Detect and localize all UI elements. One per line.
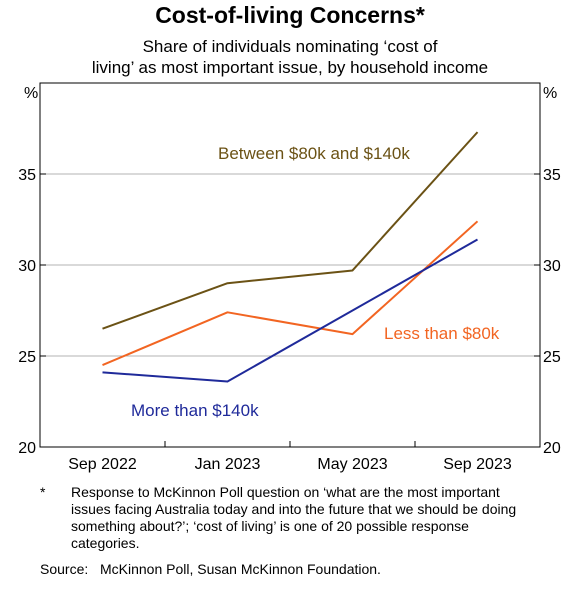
line-chart: 20 20 25 25 30 30 35 35 Sep 2022 Jan 2023 May 202… xyxy=(18,82,561,473)
subtitle-line-1: Share of individuals nominating ‘cost of xyxy=(142,37,438,56)
y-unit-left: % xyxy=(24,85,38,102)
source-text: McKinnon Poll, Susan McKinnon Foundation… xyxy=(100,561,381,577)
y-tick-label-right: 30 xyxy=(543,258,561,275)
series-label-80k-140k: Between $80k and $140k xyxy=(218,144,410,163)
series-label-less-80k: Less than $80k xyxy=(384,324,500,343)
y-tick-label-left: 35 xyxy=(18,167,36,184)
y-tick-label-right: 35 xyxy=(543,167,561,184)
y-tick-label-left: 20 xyxy=(18,440,36,457)
x-tick-label: Jan 2023 xyxy=(195,456,261,473)
series-label-more-140k: More than $140k xyxy=(131,401,259,420)
x-tick-label: Sep 2022 xyxy=(68,456,137,473)
source-label: Source: xyxy=(40,561,89,577)
chart-title: Cost-of-living Concerns* xyxy=(155,2,425,28)
series-line-1 xyxy=(102,220,479,367)
series-line-2 xyxy=(102,238,478,383)
series-line-0 xyxy=(102,131,479,330)
x-tick-label: Sep 2023 xyxy=(443,456,512,473)
subtitle-line-2: living’ as most important issue, by hous… xyxy=(91,58,489,77)
source-note: Source: McKinnon Poll, Susan McKinnon Fou… xyxy=(40,561,381,577)
y-tick-label-right: 25 xyxy=(543,349,561,366)
y-tick-label-left: 30 xyxy=(18,258,36,275)
footnote-text: Response to McKinnon Poll question on ‘w… xyxy=(71,484,517,551)
y-unit-right: % xyxy=(543,85,557,102)
footnote-marker: * xyxy=(40,484,46,500)
x-axis-ticks: Sep 2022 Jan 2023 May 2023 Sep 2023 xyxy=(68,441,512,473)
series-lines xyxy=(102,131,479,383)
y-axis-ticks: 20 20 25 25 30 30 35 35 xyxy=(18,167,561,457)
chart-subtitle: Share of individuals nominating ‘cost of… xyxy=(40,36,540,78)
x-tick-label: May 2023 xyxy=(317,456,387,473)
y-tick-label-right: 20 xyxy=(543,440,561,457)
y-tick-label-left: 25 xyxy=(18,349,36,366)
